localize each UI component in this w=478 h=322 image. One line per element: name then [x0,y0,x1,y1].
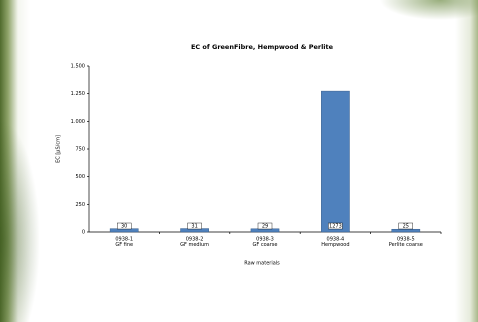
data-label: 29 [262,224,268,230]
data-label-box [398,222,413,230]
x-tick-label: 0938-3 [256,237,274,243]
y-tick-label: 250 [75,202,85,208]
chart-title: EC of GreenFibre, Hempwood & Perlite [191,43,334,51]
y-tick-label: 1.500 [71,64,85,70]
data-label-box [187,222,202,230]
x-axis-label: Raw materials [244,261,280,267]
y-axis-label: EC [µS/cm] [56,135,62,163]
x-tick-label: Hempwood [321,242,349,248]
x-tick-label: GF medium [180,242,209,248]
bar [391,228,421,233]
y-tick-label: 0 [82,230,85,236]
data-label: 25 [403,224,409,230]
y-tick-label: 1.000 [71,119,85,125]
x-tick-label: Perlite coarse [389,242,423,248]
x-tick-label: 0938-5 [397,237,415,243]
y-tick-label: 500 [75,174,85,180]
data-label: 1273 [329,224,342,230]
data-label: 30 [121,224,127,230]
x-tick-label: 0938-2 [186,237,204,243]
data-label: 31 [191,224,197,230]
data-label-box [257,222,273,230]
x-tick-label: 0938-4 [327,237,345,243]
bar [321,90,350,233]
data-label-box [116,222,132,230]
y-tick-label: 1.250 [71,91,85,97]
x-tick-label: GF coarse [253,242,278,248]
x-tick-label: 0938-1 [115,237,133,243]
y-tick-label: 750 [75,147,85,153]
data-label-box [328,222,343,230]
x-tick-label: GF fine [115,242,133,248]
